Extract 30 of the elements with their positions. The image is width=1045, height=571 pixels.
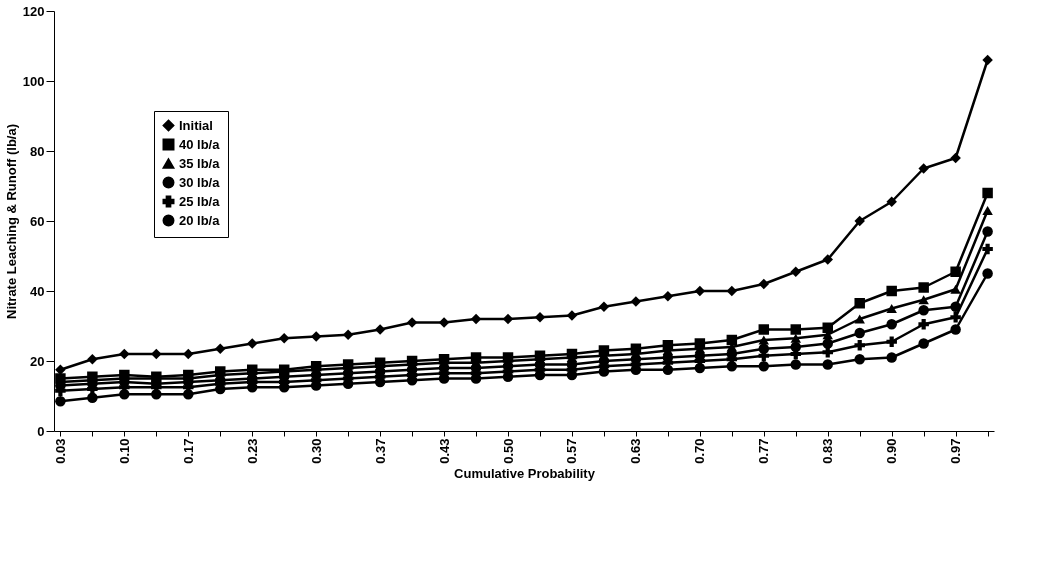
x-tick-label: 0.97 — [948, 438, 964, 464]
y-tick-label: 120 — [22, 3, 45, 19]
y-tick-label: 80 — [30, 143, 45, 159]
x-tick-label: 0.83 — [820, 438, 836, 464]
x-tick-label: 0.77 — [756, 438, 772, 464]
x-axis-title: Cumulative Probability — [454, 465, 596, 481]
y-axis-title: Nitrate Leaching & Runoff (lb/a) — [3, 124, 19, 319]
x-tick-label: 0.17 — [180, 438, 196, 464]
x-tick-label: 0.70 — [692, 438, 708, 464]
x-tick-label: 0.03 — [52, 438, 68, 464]
y-tick-label: 0 — [37, 423, 45, 439]
x-tick-label: 0.37 — [372, 438, 388, 464]
x-tick-label: 0.63 — [628, 438, 644, 464]
legend-label: 35 lb/a — [179, 155, 221, 171]
x-tick-label: 0.43 — [436, 438, 452, 464]
x-tick-label: 0.90 — [884, 438, 900, 464]
y-tick-label: 40 — [30, 283, 45, 299]
x-tick-label: 0.23 — [244, 438, 260, 464]
y-tick-label: 100 — [22, 73, 45, 89]
x-tick-label: 0.30 — [308, 438, 324, 464]
legend-label: 40 lb/a — [179, 136, 221, 152]
x-tick-label: 0.57 — [564, 438, 580, 464]
y-tick-label: 60 — [30, 213, 45, 229]
y-tick-label: 20 — [30, 353, 45, 369]
legend-label: 25 lb/a — [179, 193, 221, 209]
legend-label: Initial — [179, 117, 213, 133]
x-tick-label: 0.10 — [116, 438, 132, 464]
legend-label: 20 lb/a — [179, 212, 221, 228]
legend-label: 30 lb/a — [179, 174, 221, 190]
x-tick-label: 0.50 — [500, 438, 516, 464]
